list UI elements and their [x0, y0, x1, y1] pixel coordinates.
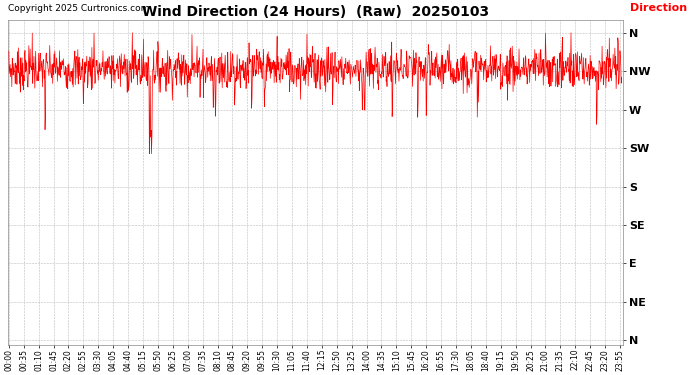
Title: Wind Direction (24 Hours)  (Raw)  20250103: Wind Direction (24 Hours) (Raw) 20250103	[142, 5, 489, 19]
Text: Direction: Direction	[629, 3, 687, 13]
Text: Copyright 2025 Curtronics.com: Copyright 2025 Curtronics.com	[8, 4, 149, 13]
